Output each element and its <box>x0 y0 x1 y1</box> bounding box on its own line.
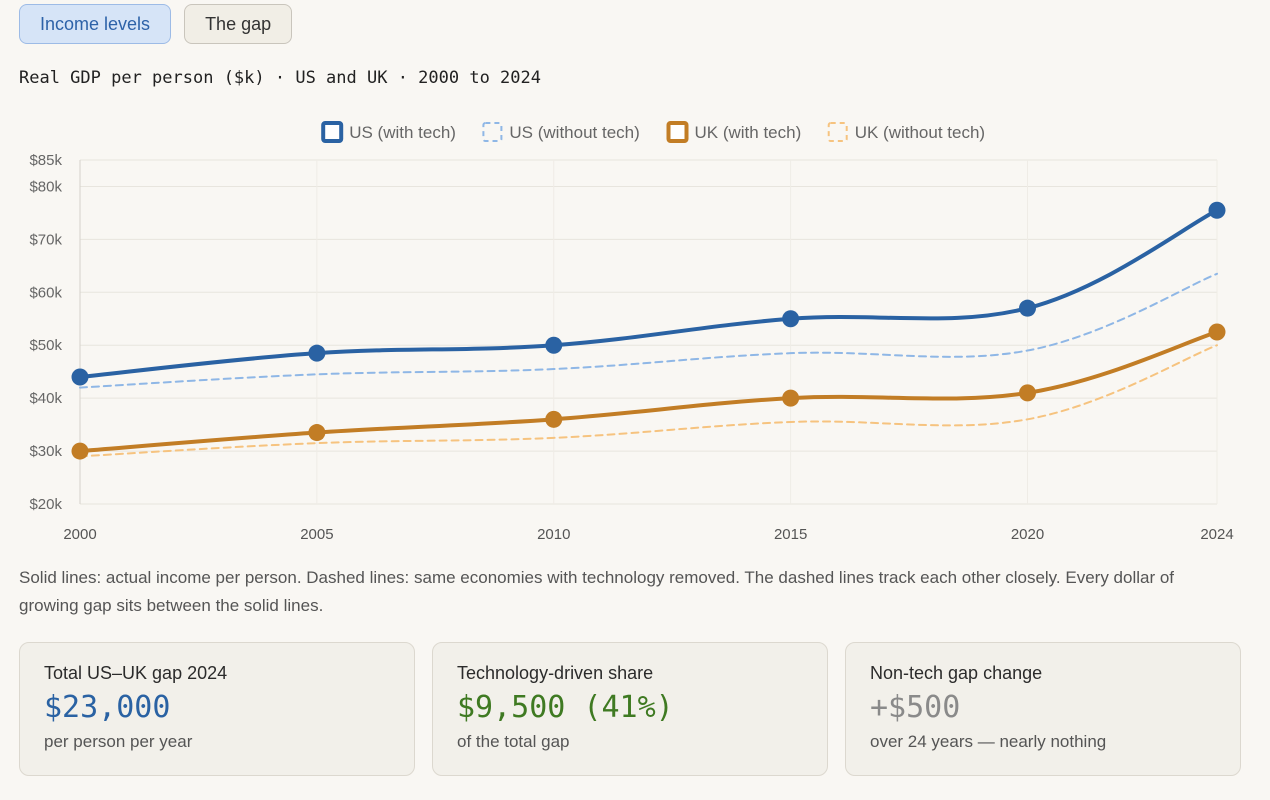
chart-title: Real GDP per person ($k) · US and UK · 2… <box>19 68 541 88</box>
x-tick-label: 2005 <box>300 526 333 543</box>
stat-cards: Total US–UK gap 2024 $23,000 per person … <box>19 642 1241 776</box>
series-line-us-without-tech <box>79 272 1218 389</box>
line-chart: $20k $30k $40k $50k $60k $70k $80k $85k 2000 2005… <box>29 121 1234 543</box>
stat-card-value: $23,000 <box>44 690 171 725</box>
series-line-uk-without-tech <box>79 344 1218 458</box>
tab-bar: Income levels The gap <box>19 4 293 44</box>
legend-label: US (without tech) <box>509 123 639 142</box>
data-point-uk-with-tech <box>782 389 800 407</box>
stat-card-label: Technology-driven share <box>457 663 654 683</box>
data-point-us-with-tech <box>782 310 800 328</box>
stat-card-label: Total US–UK gap 2024 <box>44 663 228 683</box>
tab-the-gap[interactable]: The gap <box>184 4 293 44</box>
stat-card-tech-share: Technology-driven share $9,500 (41%) of … <box>432 642 828 776</box>
y-tick-label: $85k <box>29 152 62 169</box>
data-point-us-with-tech <box>545 336 563 354</box>
data-point-us-with-tech <box>1208 201 1226 219</box>
data-point-uk-with-tech <box>1208 323 1226 341</box>
data-point-uk-with-tech <box>71 442 89 460</box>
stat-card-value: +$500 <box>870 690 961 725</box>
data-point-us-with-tech <box>71 368 89 386</box>
x-tick-label: 2015 <box>774 526 807 543</box>
stat-card-total-gap: Total US–UK gap 2024 $23,000 per person … <box>19 642 415 776</box>
x-tick-label: 2024 <box>1200 526 1233 543</box>
legend-label: UK (with tech) <box>695 123 802 142</box>
data-point-us-with-tech <box>1019 299 1036 317</box>
legend-swatch <box>666 121 689 143</box>
tab-income-levels[interactable]: Income levels <box>19 4 172 44</box>
y-tick-label: $60k <box>29 284 62 301</box>
x-tick-label: 2010 <box>537 526 570 543</box>
legend-swatch <box>482 122 503 142</box>
stat-card-subtext: per person per year <box>44 732 193 751</box>
x-tick-label: 2020 <box>1011 526 1044 543</box>
y-tick-label: $40k <box>29 390 62 407</box>
stat-card-subtext: of the total gap <box>457 732 570 751</box>
y-tick-label: $20k <box>29 496 62 513</box>
legend-swatch <box>827 122 848 142</box>
x-tick-label: 2000 <box>63 526 96 543</box>
data-point-uk-with-tech <box>1019 384 1036 402</box>
chart-caption: Solid lines: actual income per person. D… <box>19 568 1175 615</box>
data-point-uk-with-tech <box>545 410 563 428</box>
legend-label: US (with tech) <box>349 123 456 142</box>
legend-label: UK (without tech) <box>855 123 985 142</box>
y-tick-label: $50k <box>29 337 62 354</box>
y-tick-label: $30k <box>29 443 62 460</box>
series-line-us-with-tech <box>78 208 1219 379</box>
stat-card-non-tech-change: Non-tech gap change +$500 over 24 years … <box>845 642 1241 776</box>
y-tick-label: $70k <box>29 231 62 248</box>
data-point-us-with-tech <box>308 344 326 362</box>
series-line-uk-with-tech <box>78 330 1219 454</box>
data-point-uk-with-tech <box>308 424 326 442</box>
legend-swatch <box>321 121 344 143</box>
y-tick-label: $80k <box>29 178 62 195</box>
stat-card-subtext: over 24 years — nearly nothing <box>870 732 1107 751</box>
stat-card-value: $9,500 (41%) <box>457 690 674 725</box>
stat-card-label: Non-tech gap change <box>870 663 1043 683</box>
